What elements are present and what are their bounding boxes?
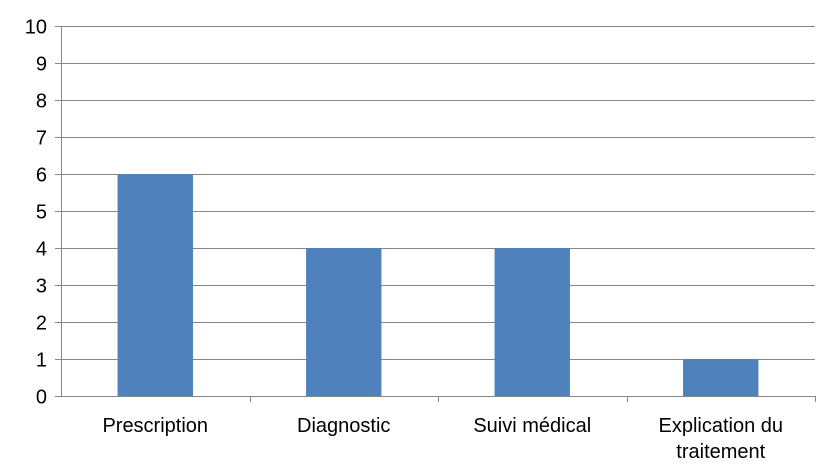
category-labels: Prescription Diagnostic Suivi médical Expli… — [102, 415, 783, 463]
y-tick-label-4: 4 — [36, 239, 47, 261]
category-label-3: Explication du traitement — [658, 415, 783, 463]
category-label-2-line-0: Suivi médical — [473, 415, 591, 437]
bar-1 — [306, 248, 382, 396]
y-tick-label-3: 3 — [36, 276, 47, 298]
category-label-1: Diagnostic — [297, 415, 390, 437]
category-label-3-line-0: Explication du — [658, 415, 783, 437]
bar-3 — [683, 359, 759, 396]
y-tick-label-7: 7 — [36, 128, 47, 150]
category-label-0-line-0: Prescription — [102, 415, 208, 437]
y-tick-label-2: 2 — [36, 313, 47, 335]
bar-2 — [494, 248, 570, 396]
y-tick-label-6: 6 — [36, 165, 47, 187]
category-label-0: Prescription — [102, 415, 208, 437]
bars — [117, 174, 759, 396]
y-tick-label-10: 10 — [25, 17, 47, 39]
y-tick-labels: 0 1 2 3 4 5 6 7 8 9 10 — [25, 17, 47, 409]
y-tick-label-0: 0 — [36, 387, 47, 409]
y-tick-label-9: 9 — [36, 54, 47, 76]
category-label-3-line-1: traitement — [676, 441, 765, 463]
category-label-1-line-0: Diagnostic — [297, 415, 390, 437]
axes — [55, 26, 816, 402]
category-label-2: Suivi médical — [473, 415, 591, 437]
y-tick-label-5: 5 — [36, 202, 47, 224]
bar-0 — [117, 174, 193, 396]
y-tick-label-8: 8 — [36, 91, 47, 113]
y-tick-label-1: 1 — [36, 350, 47, 372]
